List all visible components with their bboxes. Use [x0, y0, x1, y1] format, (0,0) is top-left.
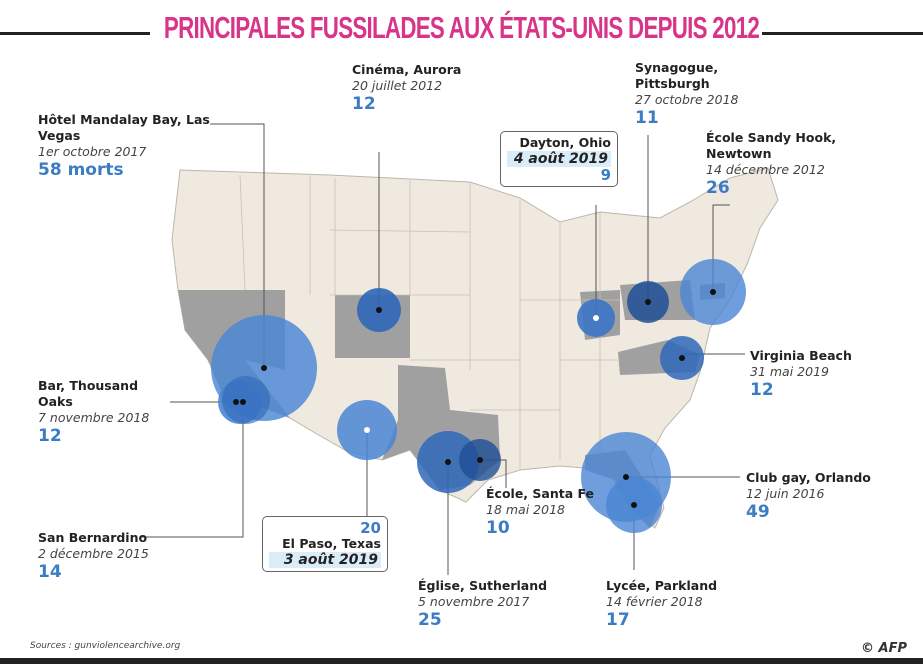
label-aurora: Cinéma, Aurora 20 juillet 2012 12: [352, 62, 462, 114]
event-name: San Bernardino: [38, 530, 148, 545]
event-deaths: 12: [38, 426, 62, 446]
event-deaths: 14: [38, 562, 62, 582]
event-dots: [233, 289, 716, 508]
label-santafe: École, Santa Fe 18 mai 2018 10: [486, 486, 596, 538]
event-date: 14 février 2018: [606, 594, 703, 609]
label-pittsburgh: Synagogue, Pittsburgh 27 octobre 2018 11: [635, 60, 755, 128]
afp-credit: © AFP: [861, 641, 907, 656]
event-name: Synagogue, Pittsburgh: [635, 60, 719, 91]
bubble-sanbernardino: [222, 376, 270, 424]
event-deaths: 20: [360, 519, 381, 537]
leader-sanbernardino: [140, 402, 244, 538]
label-elpaso: 20 El Paso, Texas 3 août 2019: [262, 516, 388, 572]
sources-note: Sources : gunviolencearchive.org: [30, 641, 181, 651]
event-deaths: 58 morts: [38, 160, 124, 180]
label-parkland: Lycée, Parkland 14 février 2018 17: [606, 578, 736, 630]
event-name: Dayton, Ohio: [519, 135, 611, 150]
event-date: 7 novembre 2018: [38, 410, 150, 425]
event-name: École Sandy Hook, Newtown: [706, 130, 837, 161]
title-bar: PRINCIPALES FUSSILADES AUX ÉTATS-UNIS DE…: [0, 4, 923, 48]
event-name: École, Santa Fe: [486, 486, 595, 501]
label-sanbernardino: San Bernardino 2 décembre 2015 14: [38, 530, 168, 582]
event-deaths: 10: [486, 518, 510, 538]
event-date: 18 mai 2018: [486, 502, 565, 517]
bottom-rule: [0, 658, 923, 664]
label-orlando: Club gay, Orlando 12 juin 2016 49: [746, 470, 876, 522]
label-sutherland: Église, Sutherland 5 novembre 2017 25: [418, 578, 568, 630]
label-dayton: Dayton, Ohio 4 août 2019 9: [500, 131, 618, 187]
event-date: 5 novembre 2017: [418, 594, 530, 609]
event-date: 20 juillet 2012: [352, 78, 443, 93]
event-name: Cinéma, Aurora: [352, 62, 462, 77]
event-deaths: 17: [606, 610, 630, 630]
event-name: Club gay, Orlando: [746, 470, 871, 485]
event-date: 4 août 2019: [507, 151, 611, 167]
label-mandalay: Hôtel Mandalay Bay, Las Vegas 1er octobr…: [38, 112, 213, 180]
event-name: Virginia Beach: [750, 348, 852, 363]
event-date: 14 décembre 2012: [706, 162, 825, 177]
event-deaths: 26: [706, 178, 730, 198]
leader-mandalay: [210, 123, 265, 368]
event-deaths: 9: [600, 166, 611, 184]
event-dots-white: [364, 315, 599, 433]
event-date: 12 juin 2016: [746, 486, 825, 501]
label-thousandoaks: Bar, Thousand Oaks 7 novembre 2018 12: [38, 378, 168, 446]
event-name: Église, Sutherland: [418, 578, 548, 593]
title-rule-right: [762, 32, 923, 35]
event-name: Bar, Thousand Oaks: [38, 378, 139, 409]
title-rule-left: [0, 32, 150, 35]
leader-lines: [140, 123, 745, 575]
event-name: Hôtel Mandalay Bay, Las Vegas: [38, 112, 210, 143]
event-deaths: 12: [352, 94, 376, 114]
event-name: Lycée, Parkland: [606, 578, 718, 593]
event-deaths: 12: [750, 380, 774, 400]
event-deaths: 49: [746, 502, 770, 522]
label-virginia: Virginia Beach 31 mai 2019 12: [750, 348, 880, 400]
event-date: 31 mai 2019: [750, 364, 829, 379]
event-date: 2 décembre 2015: [38, 546, 149, 561]
event-date: 1er octobre 2017: [38, 144, 147, 159]
label-sandyhook: École Sandy Hook, Newtown 14 décembre 20…: [706, 130, 856, 198]
event-date: 3 août 2019: [269, 552, 381, 568]
event-name: El Paso, Texas: [282, 536, 381, 551]
event-deaths: 25: [418, 610, 442, 630]
event-date: 27 octobre 2018: [635, 92, 739, 107]
event-deaths: 11: [635, 108, 659, 128]
map-title: PRINCIPALES FUSSILADES AUX ÉTATS-UNIS DE…: [163, 10, 760, 45]
